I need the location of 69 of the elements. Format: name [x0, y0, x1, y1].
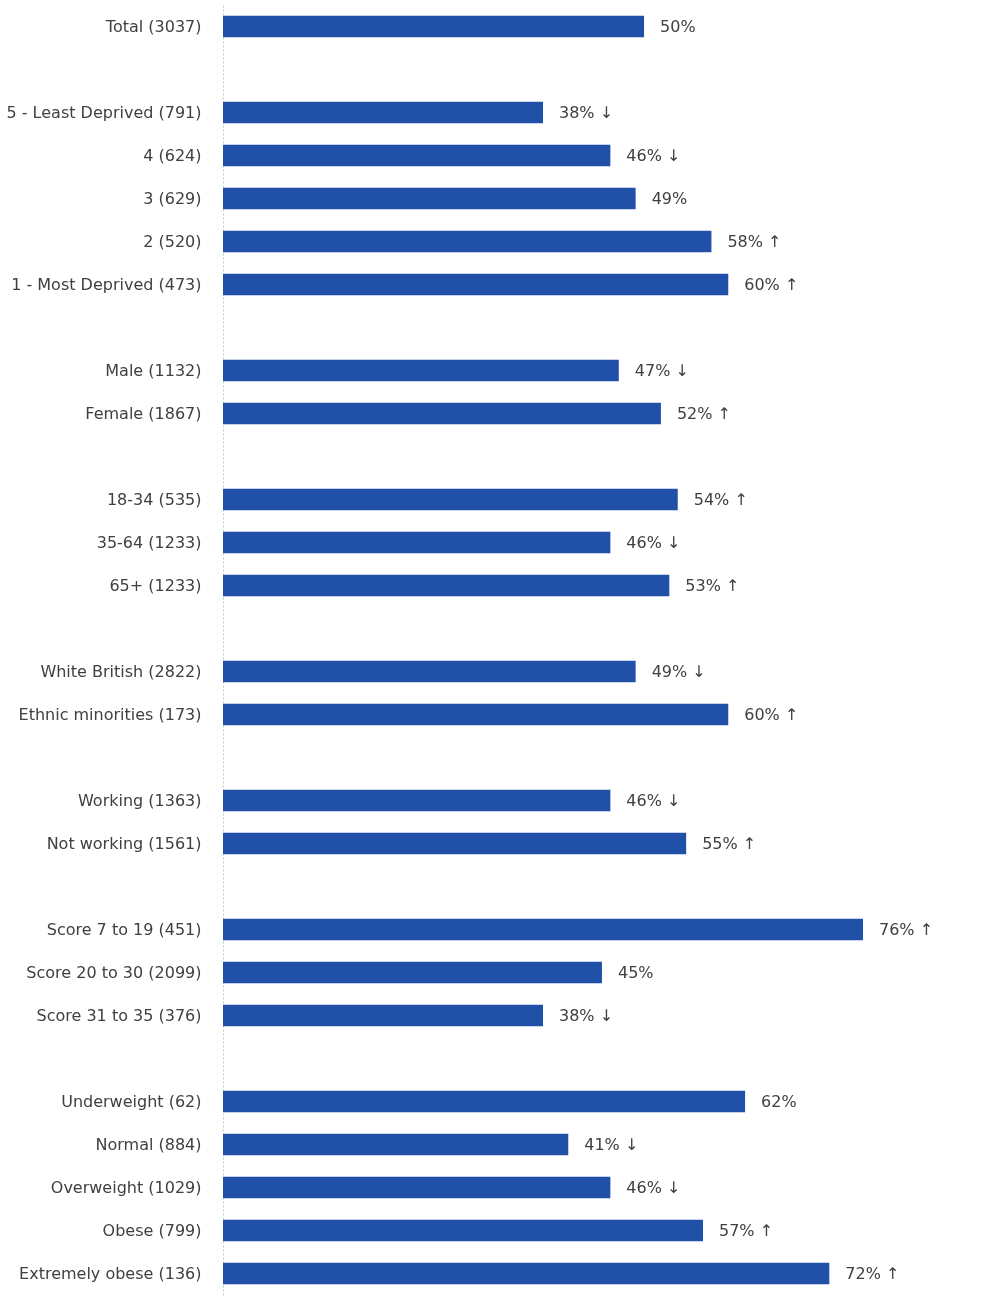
- bar: [223, 101, 543, 124]
- bar: [223, 402, 661, 425]
- bar: [223, 703, 729, 726]
- y-tick-label: 18-34 (535): [106, 489, 202, 509]
- data-label: 60% ↑: [744, 274, 799, 294]
- y-tick-label: Total (3037): [104, 16, 202, 36]
- data-label: 60% ↑: [744, 704, 799, 724]
- bar: [223, 1176, 611, 1199]
- y-tick-label: Female (1867): [85, 403, 202, 423]
- bar: [223, 187, 636, 210]
- data-label: 55% ↑: [702, 833, 757, 853]
- y-tick-label: White British (2822): [40, 661, 202, 681]
- y-tick-label: 1 - Most Deprived (473): [11, 274, 202, 294]
- y-tick-label: Not working (1561): [46, 833, 202, 853]
- bar: [223, 918, 863, 941]
- bar: [223, 359, 619, 382]
- data-label: 46% ↓: [626, 1177, 681, 1197]
- y-tick-label: 5 - Least Deprived (791): [6, 102, 202, 122]
- y-tick-label: Score 7 to 19 (451): [46, 919, 202, 939]
- y-tick-label: Overweight (1029): [50, 1177, 202, 1197]
- y-tick-label: Male (1132): [105, 360, 202, 380]
- data-label: 62%: [761, 1091, 797, 1111]
- y-tick-label: 65+ (1233): [109, 575, 202, 595]
- data-label: 46% ↓: [626, 790, 681, 810]
- data-label: 38% ↓: [559, 1005, 614, 1025]
- data-label: 46% ↓: [626, 532, 681, 552]
- data-label: 49% ↓: [651, 661, 706, 681]
- data-label: 57% ↑: [719, 1220, 774, 1240]
- y-tick-label: Obese (799): [102, 1220, 202, 1240]
- bar: [223, 1262, 830, 1285]
- bar: [223, 230, 712, 253]
- data-label: 47% ↓: [634, 360, 689, 380]
- data-label: 45%: [617, 962, 654, 982]
- y-tick-label: 2 (520): [143, 231, 202, 251]
- y-tick-label: Normal (884): [95, 1134, 202, 1154]
- bar: [223, 273, 729, 296]
- y-tick-label: Ethnic minorities (173): [18, 704, 202, 724]
- y-tick-label: 35-64 (1233): [96, 532, 202, 552]
- data-label: 76% ↑: [879, 919, 934, 939]
- data-label: 58% ↑: [727, 231, 782, 251]
- y-tick-label: Score 20 to 30 (2099): [26, 962, 202, 982]
- bar: [223, 144, 611, 167]
- bar: [223, 15, 645, 38]
- bar: [223, 531, 611, 554]
- data-label: 38% ↓: [559, 102, 614, 122]
- data-label: 41% ↓: [584, 1134, 639, 1154]
- y-tick-label: Working (1363): [77, 790, 202, 810]
- bar: [223, 832, 687, 855]
- y-tick-label: Underweight (62): [61, 1091, 202, 1111]
- data-label: 50%: [660, 16, 696, 36]
- bar: [223, 1090, 746, 1113]
- data-label: 49%: [651, 188, 688, 208]
- y-tick-label: 4 (624): [143, 145, 202, 165]
- bar: [223, 1004, 543, 1027]
- bar: [223, 660, 636, 683]
- y-tick-label: Extremely obese (136): [19, 1263, 202, 1283]
- data-label: 53% ↑: [685, 575, 740, 595]
- data-label: 52% ↑: [676, 403, 731, 423]
- y-tick-label: Score 31 to 35 (376): [36, 1005, 202, 1025]
- bar: [223, 1219, 703, 1242]
- bar: [223, 1133, 569, 1156]
- data-label: 46% ↓: [626, 145, 681, 165]
- data-label: 72% ↑: [845, 1263, 900, 1283]
- bar: [223, 574, 670, 597]
- bar: [223, 488, 678, 511]
- y-tick-label: 3 (629): [143, 188, 202, 208]
- bar: [223, 961, 602, 984]
- bar: [223, 789, 611, 812]
- data-label: 54% ↑: [693, 489, 748, 509]
